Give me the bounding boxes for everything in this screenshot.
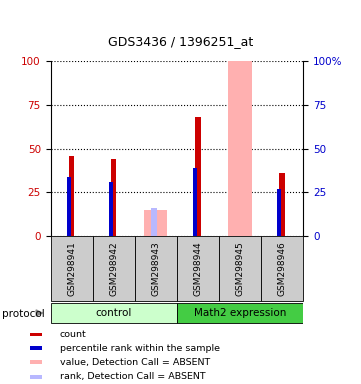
Bar [93,236,135,301]
Bar [219,236,261,301]
Text: GSM298941: GSM298941 [67,242,76,296]
Text: GSM298944: GSM298944 [193,242,203,296]
Bar [177,236,219,301]
Text: GSM298945: GSM298945 [236,242,244,296]
Bar [279,173,285,236]
Bar [111,159,117,236]
Bar [30,333,42,336]
Text: Math2 expression: Math2 expression [194,308,286,318]
Bar [66,177,71,236]
Text: value, Detection Call = ABSENT: value, Detection Call = ABSENT [60,358,210,367]
Bar [277,189,281,236]
Bar [135,236,177,301]
Text: GSM298942: GSM298942 [109,242,118,296]
Bar [51,303,177,323]
Text: protocol: protocol [2,309,44,319]
Bar [30,361,42,364]
Text: control: control [96,308,132,318]
Text: GSM298946: GSM298946 [278,242,287,296]
Bar [229,61,252,236]
Bar [69,156,74,236]
Bar [30,375,42,379]
Bar [109,182,113,236]
Text: percentile rank within the sample: percentile rank within the sample [60,344,220,353]
Text: GSM298943: GSM298943 [151,242,160,296]
Bar [30,346,42,350]
Text: rank, Detection Call = ABSENT: rank, Detection Call = ABSENT [60,372,205,381]
Text: count: count [60,330,87,339]
Text: GDS3436 / 1396251_at: GDS3436 / 1396251_at [108,35,253,48]
Bar [193,168,197,236]
Bar [261,236,303,301]
Bar [195,118,201,236]
Bar [177,303,303,323]
Bar [144,210,168,236]
Bar [151,208,157,236]
Bar [51,236,93,301]
